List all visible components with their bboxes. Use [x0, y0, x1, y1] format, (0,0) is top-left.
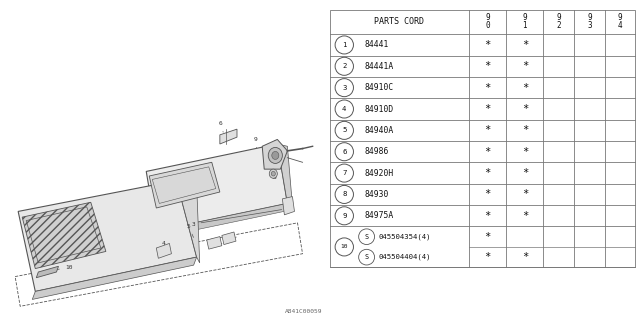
- Text: A841C00059: A841C00059: [285, 309, 323, 314]
- Polygon shape: [22, 202, 106, 268]
- Text: 84986: 84986: [365, 147, 389, 156]
- Text: *: *: [522, 40, 528, 50]
- Text: 9
0: 9 0: [485, 13, 490, 30]
- Text: *: *: [522, 189, 528, 199]
- Circle shape: [268, 148, 282, 164]
- Text: *: *: [484, 168, 491, 178]
- Text: 84441: 84441: [365, 40, 389, 50]
- Polygon shape: [149, 162, 220, 208]
- Text: *: *: [522, 83, 528, 93]
- Polygon shape: [282, 196, 294, 215]
- Text: *: *: [484, 125, 491, 135]
- Text: *: *: [522, 125, 528, 135]
- Text: *: *: [484, 232, 491, 242]
- Text: 1: 1: [210, 241, 222, 246]
- Text: *: *: [522, 61, 528, 71]
- Circle shape: [272, 151, 279, 159]
- Text: 6: 6: [342, 149, 346, 155]
- Text: S: S: [365, 254, 369, 260]
- Text: 9: 9: [342, 213, 346, 219]
- Polygon shape: [156, 244, 172, 258]
- Text: 2: 2: [225, 236, 236, 241]
- Text: 4: 4: [161, 241, 165, 252]
- Polygon shape: [156, 204, 289, 238]
- Text: 7: 7: [273, 140, 277, 145]
- Text: PARTS CORD: PARTS CORD: [374, 17, 424, 27]
- Text: 8: 8: [342, 191, 346, 197]
- Text: 84940A: 84940A: [365, 126, 394, 135]
- Text: *: *: [522, 168, 528, 178]
- Polygon shape: [32, 257, 196, 300]
- Polygon shape: [146, 144, 287, 231]
- Polygon shape: [207, 236, 222, 249]
- Text: 7: 7: [342, 170, 346, 176]
- Text: 84975A: 84975A: [365, 211, 394, 220]
- Text: *: *: [484, 189, 491, 199]
- Text: 6: 6: [219, 121, 223, 132]
- Polygon shape: [36, 266, 58, 278]
- Bar: [330, 10, 636, 268]
- Text: 045504354(4): 045504354(4): [378, 234, 431, 240]
- Polygon shape: [262, 140, 287, 169]
- Text: 1: 1: [342, 42, 346, 48]
- Polygon shape: [15, 223, 303, 306]
- Text: 10: 10: [46, 265, 72, 271]
- Polygon shape: [277, 144, 292, 206]
- Text: *: *: [484, 104, 491, 114]
- Text: 84930: 84930: [365, 190, 389, 199]
- Text: 9
2: 9 2: [556, 13, 561, 30]
- Text: 045504404(4): 045504404(4): [378, 254, 431, 260]
- Text: 8: 8: [273, 175, 276, 180]
- Text: *: *: [484, 61, 491, 71]
- Text: *: *: [484, 252, 491, 262]
- Text: 9
1: 9 1: [522, 13, 527, 30]
- Text: 3: 3: [192, 210, 282, 227]
- Text: *: *: [522, 252, 528, 262]
- Circle shape: [271, 172, 275, 176]
- Text: *: *: [484, 40, 491, 50]
- Polygon shape: [222, 232, 236, 244]
- Text: 5: 5: [187, 224, 193, 237]
- Text: *: *: [522, 211, 528, 221]
- Text: 2: 2: [342, 63, 346, 69]
- Text: S: S: [365, 234, 369, 240]
- Text: *: *: [522, 104, 528, 114]
- Text: 9
4: 9 4: [618, 13, 622, 30]
- Text: *: *: [484, 83, 491, 93]
- Text: 84441A: 84441A: [365, 62, 394, 71]
- Text: 4: 4: [342, 106, 346, 112]
- Text: 9: 9: [253, 137, 257, 148]
- Text: *: *: [484, 211, 491, 221]
- Text: *: *: [484, 147, 491, 157]
- Text: 10: 10: [340, 244, 348, 249]
- Text: *: *: [522, 147, 528, 157]
- Text: 9
3: 9 3: [587, 13, 591, 30]
- Polygon shape: [18, 180, 196, 292]
- Text: 5: 5: [342, 127, 346, 133]
- Text: 84910D: 84910D: [365, 105, 394, 114]
- Polygon shape: [177, 180, 200, 263]
- Text: 84920H: 84920H: [365, 169, 394, 178]
- Polygon shape: [220, 129, 237, 144]
- Text: 3: 3: [342, 85, 346, 91]
- Circle shape: [269, 169, 277, 178]
- Text: 84910C: 84910C: [365, 83, 394, 92]
